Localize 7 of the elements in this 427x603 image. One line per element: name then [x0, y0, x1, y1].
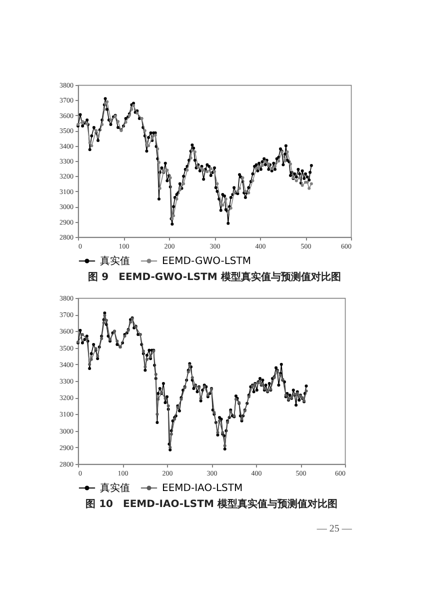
legend-label: EEMD-GWO-LSTM: [162, 256, 251, 267]
caption: 图 10 EEMD-IAO-LSTM 模型真实值与预测值对比图: [86, 498, 338, 510]
caption: 图 9 EEMD-GWO-LSTM 模型真实值与预测值对比图: [88, 271, 341, 283]
legend-label: 真实值: [100, 482, 130, 494]
legend-label: EEMD-IAO-LSTM: [162, 483, 243, 494]
legend-label: 真实值: [100, 255, 130, 267]
text: — 25 —: [316, 523, 353, 534]
